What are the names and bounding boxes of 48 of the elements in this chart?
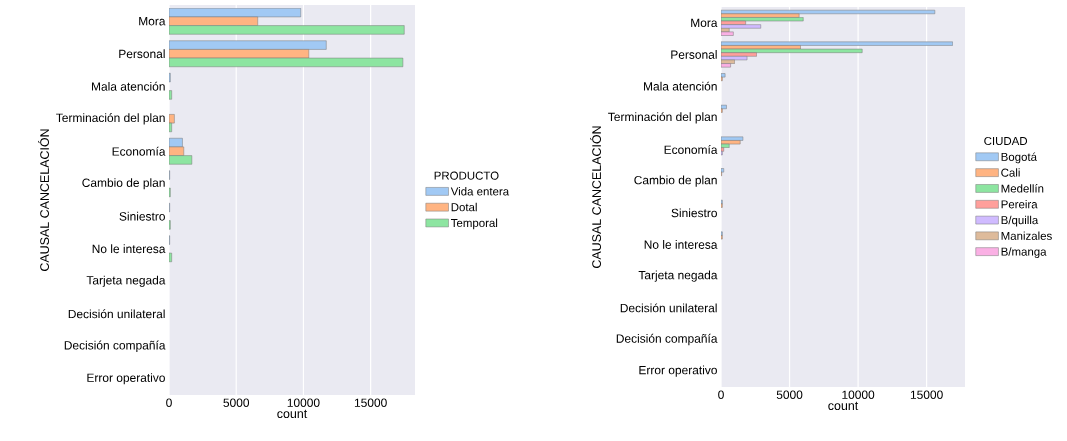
- y-axis-title: CAUSAL CANCELACIÓN: [590, 126, 601, 268]
- legend-label: Temporal: [450, 218, 498, 230]
- legend-title: CIUDAD: [984, 136, 1028, 146]
- y-tick-label: Personal: [119, 49, 165, 59]
- x-tick-label: 5000: [223, 398, 250, 407]
- y-tick-label: Mora: [691, 18, 718, 27]
- y-tick-label: Personal: [671, 50, 717, 59]
- y-tick-label: Cambio de plan: [634, 175, 717, 187]
- y-axis-title: CAUSAL CANCELACIÓN: [38, 129, 49, 271]
- x-tick-label: 5000: [776, 390, 803, 399]
- y-tick-label: Mala atención: [644, 81, 717, 91]
- x-tick-label: 10000: [287, 398, 320, 407]
- y-tick-label: Mora: [139, 17, 166, 26]
- legend-label: Medellín: [1001, 184, 1044, 193]
- y-tick-label: Economía: [664, 145, 718, 154]
- y-tick-label: Decisión unilateral: [68, 309, 165, 319]
- y-tick-label: No le interesa: [92, 244, 166, 254]
- y-tick-label: Error operativo: [639, 365, 717, 377]
- y-tick-label: Economía: [112, 146, 166, 156]
- y-tick-label: No le interesa: [644, 240, 718, 249]
- y-tick-label: Tarjeta negada: [86, 275, 166, 287]
- legend-label: Bogotá: [1001, 152, 1037, 164]
- legend-label: Dotal: [451, 202, 477, 212]
- y-tick-label: Decisión compañía: [64, 340, 166, 352]
- legend-label: B/manga: [1001, 247, 1047, 258]
- x-tick-label: 15000: [354, 398, 387, 407]
- x-axis-title: count: [277, 409, 308, 419]
- y-tick-label: Decisión unilateral: [620, 303, 717, 313]
- x-tick-label: 0: [718, 390, 724, 399]
- y-tick-label: Siniestro: [119, 211, 165, 221]
- y-tick-label: Decisión compañía: [616, 333, 718, 346]
- y-tick-label: Cambio de plan: [82, 178, 165, 190]
- legend-label: Manizales: [1001, 231, 1052, 240]
- x-axis-title: count: [828, 401, 859, 411]
- x-tick-label: 10000: [842, 390, 875, 399]
- y-tick-label: Error operativo: [87, 373, 165, 385]
- y-tick-label: Siniestro: [671, 208, 717, 218]
- legend-label: Pereira: [1001, 199, 1038, 209]
- legend-title: PRODUCTO: [434, 171, 499, 180]
- y-tick-label: Tarjeta negada: [638, 270, 718, 282]
- legend-label: B/quilla: [1001, 215, 1039, 227]
- y-tick-label: Terminación del plan: [608, 112, 717, 124]
- y-tick-label: Mala atención: [92, 81, 165, 91]
- x-tick-label: 15000: [910, 390, 943, 399]
- x-tick-label: 0: [166, 398, 172, 407]
- y-tick-label: Terminación del plan: [56, 113, 165, 125]
- legend-label: Vida entera: [450, 187, 510, 196]
- legend-label: Cali: [1001, 168, 1020, 177]
